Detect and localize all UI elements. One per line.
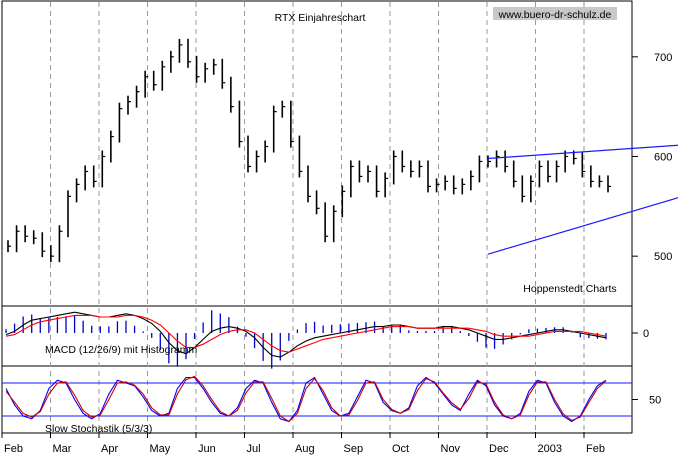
- stochastic-line-1: [5, 375, 607, 423]
- x-tick-label: Sep: [344, 443, 364, 455]
- x-tick-label: Jun: [198, 443, 216, 455]
- x-tick-label: Oct: [392, 443, 409, 455]
- stochastic-line-0: [5, 376, 607, 423]
- credit-label: Hoppenstedt Charts: [523, 283, 616, 295]
- macd-title: MACD (12/26/9) mit Histogramm: [45, 344, 198, 356]
- x-tick-label: Apr: [101, 443, 118, 455]
- trendline-upper: [487, 144, 678, 160]
- source-label: www.buero-dr-schulz.de: [498, 9, 612, 21]
- x-tick-label: 2003: [538, 443, 562, 455]
- x-tick-label: May: [150, 443, 171, 455]
- x-tick-label: Jul: [247, 443, 261, 455]
- stochastic-title: Slow Stochastik (5/3/3): [45, 423, 152, 435]
- x-tick-label: Feb: [4, 443, 23, 455]
- x-tick-label: Mar: [53, 443, 72, 455]
- y-tick-label: 600: [654, 151, 672, 163]
- chart-title: RTX Einjahreschart: [275, 12, 366, 24]
- x-tick-label: Aug: [295, 443, 315, 455]
- y-tick-label: 700: [654, 52, 672, 64]
- y-tick-label: 500: [654, 251, 672, 263]
- plot-frame: [1, 0, 633, 434]
- stochastic-y-tick-label: 50: [649, 395, 661, 407]
- macd-y-tick-label: 0: [643, 328, 649, 340]
- x-tick-label: Nov: [441, 443, 461, 455]
- x-tick-label: Dec: [489, 443, 509, 455]
- source-label-bg: [493, 7, 617, 20]
- x-tick-label: Feb: [586, 443, 605, 455]
- trendline-lower: [487, 197, 678, 255]
- macd-line-1: [5, 314, 607, 353]
